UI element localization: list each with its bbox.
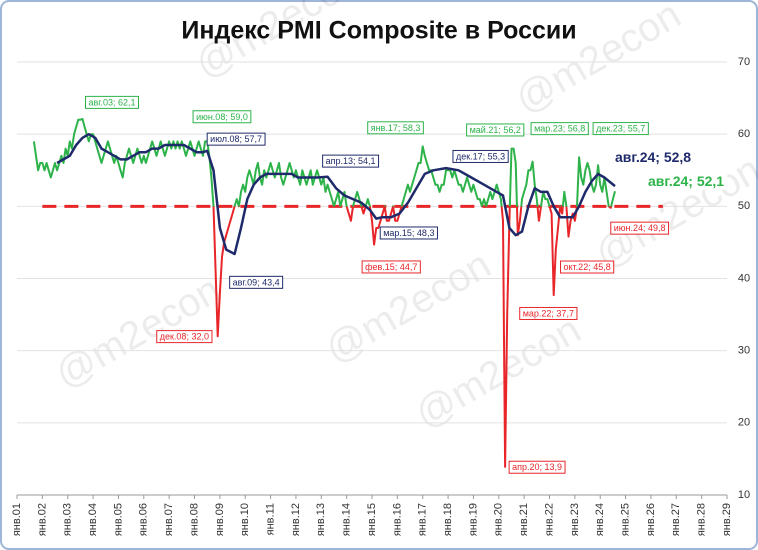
y-tick-label: 10	[738, 489, 750, 501]
y-tick-label: 70	[738, 56, 750, 68]
annotation-box	[192, 110, 252, 124]
x-tick-label: янв.23	[569, 503, 581, 536]
x-tick-label: янв.25	[619, 503, 631, 536]
annotation-box	[361, 260, 421, 274]
x-tick-label: янв.05	[112, 503, 124, 536]
annotation-label: июн.24; 49,8	[614, 223, 666, 233]
annotation: авг.24; 52,1	[645, 171, 728, 190]
annotation-label: мар.15; 48,3	[383, 228, 434, 238]
x-tick-label: янв.22	[543, 503, 555, 536]
annotation: мар.23; 56,8	[530, 122, 589, 136]
annotation: июн.08; 59,0	[192, 110, 252, 124]
annotation: июл.08; 57,7	[206, 132, 266, 146]
annotation: дек.17; 55,3	[452, 149, 509, 163]
annotation-label: мар.22; 37,7	[523, 308, 574, 318]
annotation-label: апр.20; 13,9	[512, 462, 562, 472]
x-tick-label: янв.16	[391, 503, 403, 536]
annotation: апр.13; 54,1	[322, 154, 380, 168]
series-line	[56, 132, 616, 256]
annotation-label: авг.24; 52,8	[615, 149, 691, 165]
x-tick-label: янв.29	[721, 503, 733, 536]
annotation-label: окт.22; 45,8	[564, 262, 611, 272]
chart-title: Индекс PMI Composite в России	[181, 17, 576, 45]
x-tick-label: янв.18	[442, 503, 454, 536]
annotation-box	[156, 330, 213, 344]
x-tick-label: янв.03	[62, 503, 74, 536]
annotation: авг.09; 43,4	[229, 275, 284, 289]
annotation-box	[367, 121, 424, 135]
annotation-box	[645, 171, 728, 190]
annotation-box	[206, 132, 266, 146]
annotation-box	[379, 226, 438, 240]
x-tick-label: янв.10	[239, 503, 251, 536]
annotation-box	[530, 122, 589, 136]
x-tick-label: янв.15	[366, 503, 378, 536]
x-tick-label: янв.09	[214, 503, 226, 536]
x-tick-label: янв.27	[670, 503, 682, 536]
annotation-label: июл.08; 57,7	[210, 134, 262, 144]
annotation: дек.08; 32,0	[156, 330, 213, 344]
annotation-box	[452, 149, 509, 163]
annotation-box	[610, 221, 670, 235]
annotation-box	[560, 260, 615, 274]
annotation-label: дек.17; 55,3	[456, 151, 505, 161]
annotation-label: авг.09; 43,4	[233, 277, 280, 287]
y-tick-label: 30	[738, 345, 750, 357]
x-tick-label: янв.14	[341, 503, 353, 536]
annotation-label: авг.03; 62,1	[89, 97, 136, 107]
annotation: дек.23; 55,7	[592, 122, 649, 136]
x-tick-label: янв.06	[138, 503, 150, 536]
annotation-box	[612, 147, 695, 166]
annotation-label: мар.23; 56,8	[534, 124, 585, 134]
annotation: фев.15; 44,7	[361, 260, 421, 274]
annotation-box	[85, 95, 140, 109]
x-tick-label: янв.11	[264, 503, 276, 535]
x-tick-label: янв.19	[467, 503, 479, 536]
x-tick-label: янв.13	[315, 503, 327, 536]
y-tick-label: 60	[738, 128, 750, 140]
annotation: янв.17; 58,3	[367, 121, 424, 135]
annotation-box	[229, 275, 284, 289]
annotation-box	[592, 122, 649, 136]
x-tick-label: янв.07	[163, 503, 175, 536]
annotation-label: апр.13; 54,1	[326, 156, 376, 166]
annotation-label: фев.15; 44,7	[365, 262, 417, 272]
annotation-box	[508, 460, 566, 474]
annotation: авг.24; 52,8	[612, 147, 695, 166]
annotation: май.21; 56,2	[466, 123, 525, 137]
x-tick-label: янв.02	[36, 503, 48, 536]
annotation: авг.03; 62,1	[85, 95, 140, 109]
x-tick-label: янв.20	[493, 503, 505, 536]
x-tick-label: янв.21	[518, 503, 530, 536]
annotation: мар.22; 37,7	[519, 306, 578, 320]
annotation-label: авг.24; 52,1	[648, 173, 724, 189]
annotation: окт.22; 45,8	[560, 260, 615, 274]
annotation-box	[519, 306, 578, 320]
annotation: июн.24; 49,8	[610, 221, 670, 235]
annotation-label: май.21; 56,2	[470, 125, 521, 135]
y-tick-label: 20	[738, 417, 750, 429]
annotation: мар.15; 48,3	[379, 226, 438, 240]
x-tick-label: янв.28	[696, 503, 708, 536]
annotation-label: янв.17; 58,3	[371, 123, 421, 133]
y-tick-label: 50	[738, 200, 750, 212]
annotation-label: дек.23; 55,7	[596, 124, 645, 134]
x-tick-label: янв.17	[417, 503, 429, 536]
annotation-label: дек.08; 32,0	[160, 332, 209, 342]
x-tick-label: янв.04	[87, 503, 99, 536]
y-tick-label: 40	[738, 272, 750, 284]
annotation-box	[322, 154, 380, 168]
x-tick-label: янв.24	[594, 503, 606, 536]
x-tick-label: янв.26	[645, 503, 657, 536]
x-tick-label: янв.08	[188, 503, 200, 536]
annotation-label: июн.08; 59,0	[196, 112, 248, 122]
annotation: апр.20; 13,9	[508, 460, 566, 474]
x-tick-label: янв.01	[11, 503, 23, 536]
annotation-box	[466, 123, 525, 137]
x-tick-label: янв.12	[290, 503, 302, 536]
